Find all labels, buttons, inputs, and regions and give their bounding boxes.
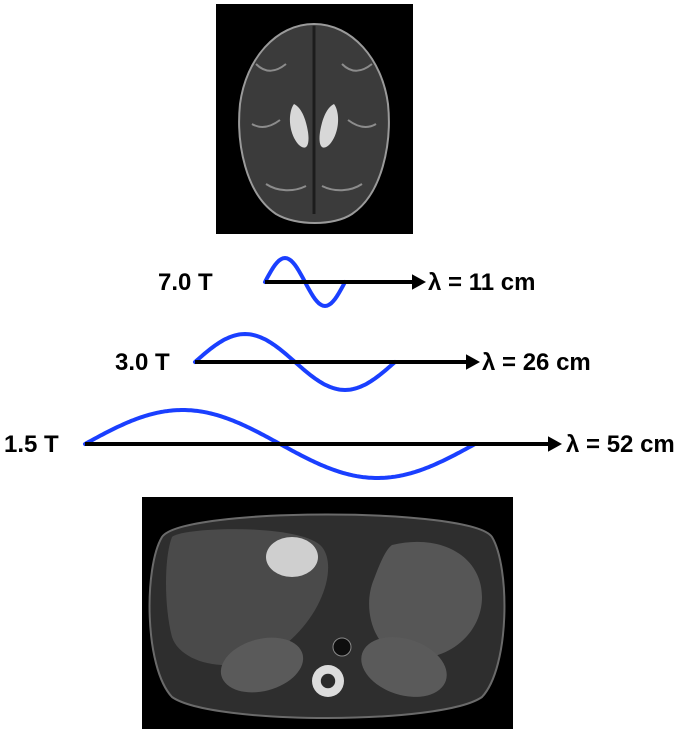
wavelength-label: λ = 11 cm [428,269,535,297]
wave-arrow-row [255,248,440,316]
abdomen-scan-image [142,497,513,729]
brain-scan-image [216,4,413,234]
wavelength-label: λ = 26 cm [482,349,591,377]
figure-canvas: 7.0 T λ = 11 cm 3.0 T λ = 26 cm 1.5 T λ = 52 … [0,0,700,731]
wave-arrow-row [185,324,494,400]
wavelength-label: λ = 52 cm [566,431,675,459]
field-strength-label: 3.0 T [115,349,170,377]
wave-arrow-row [75,400,576,488]
arrow-head [412,274,426,289]
field-strength-label: 7.0 T [158,269,213,297]
field-strength-label: 1.5 T [4,431,59,459]
arrow-head [548,436,562,451]
arrow-head [466,354,480,369]
